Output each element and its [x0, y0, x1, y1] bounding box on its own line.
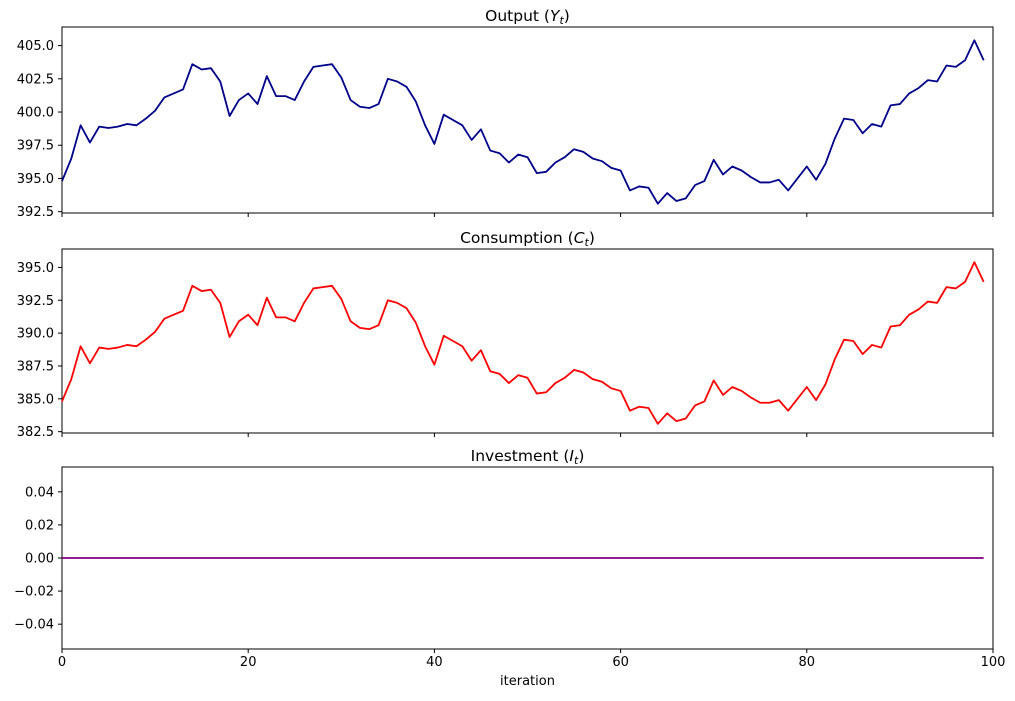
consumption-y-tick-label: 382.5	[17, 425, 54, 440]
investment-y-tick-label: 0.02	[25, 518, 54, 533]
output-y-tick-label: 395.0	[17, 172, 54, 187]
consumption-y-tick-label: 392.5	[17, 294, 54, 309]
consumption-plot-frame	[61, 248, 994, 434]
investment-y-tick-label: −0.04	[14, 618, 54, 633]
consumption-chart-title: Consumption (Ct)	[62, 229, 993, 249]
title-text: Investment (	[470, 447, 570, 465]
title-subscript: t	[559, 14, 564, 27]
output-y-tick-label: 400.0	[17, 106, 54, 121]
consumption-y-tick-label: 387.5	[17, 359, 54, 374]
output-y-tick-label: 397.5	[17, 139, 54, 154]
investment-x-tick-label: 20	[240, 655, 257, 670]
output-y-tick-label: 402.5	[17, 72, 54, 87]
output-plot-frame	[61, 26, 994, 214]
title-var: I	[569, 447, 574, 465]
title-text-close: )	[563, 7, 570, 25]
investment-y-tick-label: 0.00	[25, 552, 54, 567]
title-var: C	[573, 229, 585, 247]
investment-x-tick-label: 100	[981, 655, 1006, 670]
investment-x-tick-label: 60	[612, 655, 629, 670]
output-chart-title: Output (Yt)	[62, 7, 993, 27]
consumption-y-tick-label: 390.0	[17, 327, 54, 342]
investment-y-tick-label: 0.04	[25, 485, 54, 500]
title-text: Consumption (	[460, 229, 574, 247]
title-text: Output (	[485, 7, 550, 25]
title-var: Y	[549, 7, 560, 25]
output-y-tick-label: 405.0	[17, 39, 54, 54]
investment-x-tick-label: 40	[426, 655, 443, 670]
title-subscript: t	[573, 454, 579, 467]
investment-x-tick-label: 80	[799, 655, 816, 670]
x-axis-label: iteration	[500, 674, 555, 689]
title-subscript: t	[584, 236, 589, 249]
investment-chart-title: Investment (It)	[62, 447, 993, 467]
title-text-close: )	[588, 229, 595, 247]
output-y-tick-label: 392.5	[17, 205, 54, 220]
consumption-line	[61, 261, 985, 425]
title-text-close: )	[578, 447, 585, 465]
consumption-y-tick-label: 395.0	[17, 261, 54, 276]
investment-x-tick-label: 0	[58, 655, 66, 670]
investment-y-tick-label: −0.02	[14, 585, 54, 600]
consumption-y-tick-label: 385.0	[17, 392, 54, 407]
output-line	[61, 39, 985, 205]
